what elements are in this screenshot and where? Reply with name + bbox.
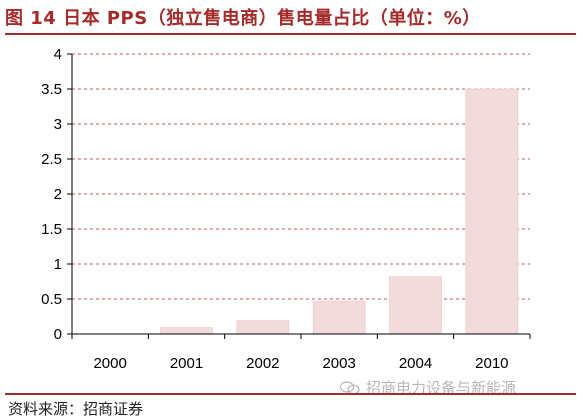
x-tick-label: 2003 — [322, 355, 355, 372]
axes — [67, 53, 531, 339]
bars — [160, 88, 519, 335]
bar-2010 — [465, 88, 519, 335]
bar-2001 — [160, 327, 213, 335]
bar-2002 — [236, 320, 290, 335]
tick-labels: 0 0.5 1 1.5 2 2.5 3 3.5 4 2000 2001 2002 2003 2004 201… — [41, 46, 508, 372]
y-tick-label: 2 — [54, 186, 62, 203]
x-tick-label: 2004 — [399, 355, 432, 372]
watermark-text: 招商电力设备与新能源 — [366, 379, 517, 397]
x-tick-label: 2001 — [170, 355, 203, 372]
y-tick-label: 3.5 — [41, 81, 62, 98]
title-divider — [5, 33, 576, 35]
x-tick-label: 2002 — [246, 355, 279, 372]
y-tick-label: 3 — [54, 116, 62, 133]
bar-2003 — [312, 300, 366, 335]
source-note: 资料来源：招商证券 — [8, 400, 144, 418]
y-tick-label: 0.5 — [41, 291, 62, 308]
bar-2004 — [389, 276, 442, 335]
figure-title: 图 14 日本 PPS（独立售电商）售电量占比（单位：%） — [5, 8, 481, 29]
x-tick-label: 2000 — [93, 355, 126, 372]
watermark: 招商电力设备与新能源 — [340, 377, 516, 398]
y-tick-label: 4 — [54, 46, 62, 63]
y-tick-label: 1.5 — [41, 221, 62, 238]
x-tick-label: 2010 — [475, 355, 508, 372]
y-tick-label: 0 — [54, 326, 62, 343]
grid-lines — [72, 53, 530, 300]
bottom-divider — [5, 393, 576, 395]
y-tick-label: 2.5 — [41, 151, 62, 168]
y-tick-label: 1 — [54, 256, 62, 273]
